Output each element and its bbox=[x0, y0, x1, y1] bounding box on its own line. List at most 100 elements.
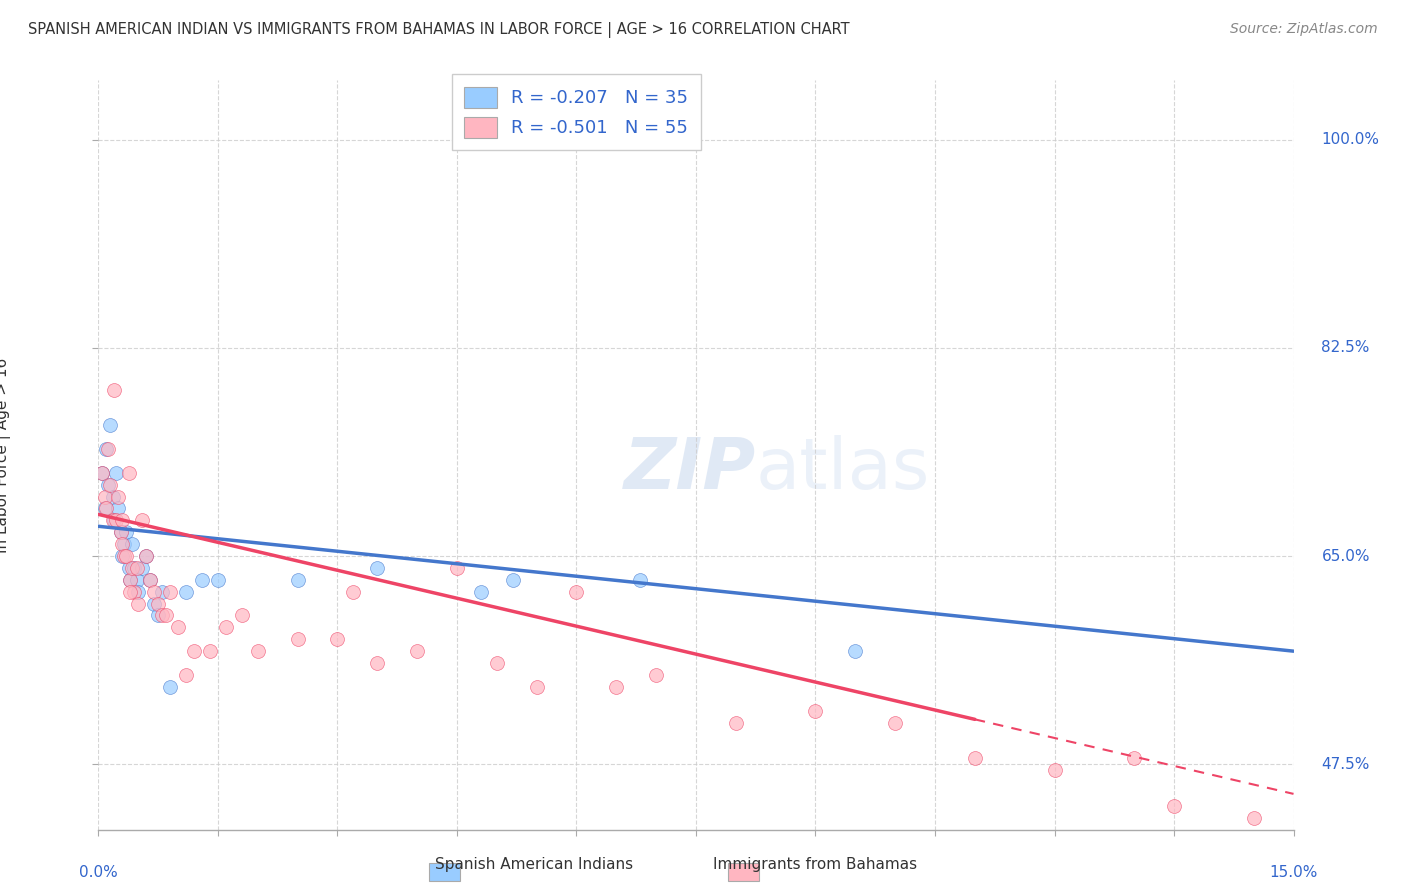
Point bbox=[111, 549, 134, 563]
Point bbox=[103, 513, 125, 527]
Point bbox=[470, 584, 492, 599]
Text: Spanish American Indians: Spanish American Indians bbox=[436, 857, 633, 872]
Point bbox=[98, 477, 122, 491]
Point bbox=[502, 573, 524, 587]
Point bbox=[804, 704, 827, 718]
Point bbox=[124, 561, 146, 575]
Point bbox=[101, 490, 124, 504]
Point bbox=[96, 442, 118, 456]
Point bbox=[1043, 763, 1066, 777]
Point bbox=[1123, 751, 1146, 765]
Point bbox=[98, 418, 122, 433]
Point bbox=[183, 644, 205, 658]
Point bbox=[605, 680, 627, 694]
Point bbox=[118, 466, 141, 480]
Point bbox=[121, 537, 143, 551]
Point bbox=[565, 584, 588, 599]
Point bbox=[112, 537, 135, 551]
Point bbox=[167, 620, 190, 634]
Point bbox=[110, 525, 132, 540]
Point bbox=[963, 751, 986, 765]
Point bbox=[1163, 798, 1185, 813]
Point bbox=[246, 644, 269, 658]
Point bbox=[96, 501, 118, 516]
Point bbox=[121, 561, 143, 575]
Point bbox=[159, 680, 181, 694]
Text: 47.5%: 47.5% bbox=[1322, 756, 1369, 772]
Point bbox=[645, 668, 668, 682]
Point bbox=[115, 549, 138, 563]
Point bbox=[884, 715, 907, 730]
Point bbox=[120, 584, 142, 599]
Point bbox=[366, 561, 388, 575]
Point bbox=[97, 442, 120, 456]
Point bbox=[191, 573, 214, 587]
Point bbox=[107, 501, 129, 516]
Point bbox=[91, 466, 114, 480]
Point bbox=[724, 715, 747, 730]
Point bbox=[406, 644, 429, 658]
Point bbox=[844, 644, 866, 658]
Point bbox=[174, 668, 197, 682]
Point bbox=[207, 573, 229, 587]
Point bbox=[231, 608, 253, 623]
Point bbox=[174, 584, 197, 599]
Point bbox=[115, 525, 138, 540]
Point bbox=[97, 477, 120, 491]
Point bbox=[94, 501, 117, 516]
Point bbox=[485, 656, 508, 670]
Point bbox=[159, 584, 181, 599]
Text: Immigrants from Bahamas: Immigrants from Bahamas bbox=[713, 857, 918, 872]
Point bbox=[628, 573, 651, 587]
Point bbox=[124, 584, 146, 599]
Text: ZIP: ZIP bbox=[623, 435, 756, 504]
Point bbox=[103, 383, 125, 397]
Point bbox=[150, 608, 173, 623]
Point bbox=[139, 573, 162, 587]
Point bbox=[107, 490, 129, 504]
Text: 15.0%: 15.0% bbox=[1270, 865, 1317, 880]
Point bbox=[120, 573, 142, 587]
Text: 65.0%: 65.0% bbox=[1322, 549, 1369, 564]
Point bbox=[287, 573, 309, 587]
Point bbox=[148, 608, 170, 623]
Point bbox=[94, 490, 117, 504]
Point bbox=[112, 549, 135, 563]
Point bbox=[326, 632, 349, 647]
Point bbox=[127, 584, 149, 599]
Text: Source: ZipAtlas.com: Source: ZipAtlas.com bbox=[1230, 22, 1378, 37]
Point bbox=[101, 513, 124, 527]
Point bbox=[150, 584, 173, 599]
Point bbox=[198, 644, 221, 658]
Point bbox=[135, 549, 157, 563]
Point bbox=[131, 513, 153, 527]
Point bbox=[215, 620, 238, 634]
Point bbox=[120, 573, 142, 587]
Point bbox=[526, 680, 548, 694]
Text: 82.5%: 82.5% bbox=[1322, 341, 1369, 355]
Point bbox=[131, 561, 153, 575]
Point bbox=[366, 656, 388, 670]
Point bbox=[111, 537, 134, 551]
Point bbox=[155, 608, 177, 623]
Point bbox=[111, 513, 134, 527]
Text: 0.0%: 0.0% bbox=[79, 865, 118, 880]
Point bbox=[143, 584, 166, 599]
Point bbox=[139, 573, 162, 587]
Point bbox=[342, 584, 364, 599]
Point bbox=[287, 632, 309, 647]
Point bbox=[148, 597, 170, 611]
Legend: R = -0.207   N = 35, R = -0.501   N = 55: R = -0.207 N = 35, R = -0.501 N = 55 bbox=[451, 74, 702, 151]
Text: SPANISH AMERICAN INDIAN VS IMMIGRANTS FROM BAHAMAS IN LABOR FORCE | AGE > 16 COR: SPANISH AMERICAN INDIAN VS IMMIGRANTS FR… bbox=[28, 22, 849, 38]
Point bbox=[104, 513, 127, 527]
Point bbox=[143, 597, 166, 611]
Point bbox=[125, 561, 148, 575]
Point bbox=[127, 597, 149, 611]
Point bbox=[125, 573, 148, 587]
Point bbox=[446, 561, 468, 575]
Point bbox=[91, 466, 114, 480]
Text: In Labor Force | Age > 16: In Labor Force | Age > 16 bbox=[0, 358, 11, 552]
Point bbox=[118, 561, 141, 575]
Point bbox=[1243, 811, 1265, 825]
Text: atlas: atlas bbox=[756, 435, 931, 504]
